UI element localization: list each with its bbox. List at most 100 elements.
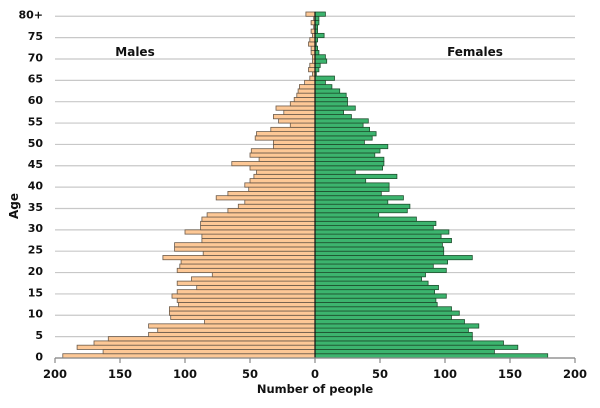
female-bar-age-38 [314, 191, 382, 197]
x-tick-label: 200 [563, 367, 587, 381]
male-bar-age-60 [293, 97, 316, 103]
female-bar-age-24 [314, 250, 445, 256]
male-bar-age-42 [253, 173, 316, 179]
female-bar-age-51 [314, 135, 373, 141]
male-bar-age-31 [200, 220, 316, 226]
female-bar-age-45 [314, 161, 385, 167]
x-tick-label: 0 [311, 367, 319, 381]
y-tick-label: 35 [28, 201, 43, 214]
female-bar-age-62 [314, 88, 341, 94]
female-bar-age-58 [314, 105, 356, 111]
female-bar-age-2 [314, 344, 519, 350]
male-bar-age-73 [308, 41, 316, 47]
male-bar-age-67 [308, 67, 316, 73]
female-bar-age-47 [314, 152, 376, 158]
female-bar-age-80 [314, 11, 326, 17]
female-bar-age-9 [314, 314, 452, 320]
female-bar-age-14 [314, 293, 447, 299]
female-bar-age-22 [314, 259, 449, 265]
male-bar-age-46 [258, 156, 316, 162]
female-bar-age-17 [314, 280, 429, 286]
female-bar-age-68 [314, 62, 321, 68]
female-bar-age-61 [314, 92, 347, 98]
female-bar-age-26 [314, 242, 443, 248]
male-bar-age-4 [107, 336, 316, 342]
series-label-females: Females [447, 45, 503, 59]
male-bar-age-49 [272, 144, 316, 150]
male-bar-age-0 [62, 353, 316, 359]
y-tick-label: 80+ [18, 9, 43, 22]
x-tick-label: 50 [242, 367, 258, 381]
male-bar-age-68 [309, 62, 316, 68]
male-bar-age-55 [278, 118, 316, 124]
male-bar-age-25 [174, 246, 316, 252]
female-bar-age-65 [314, 75, 335, 81]
x-tick-label: 50 [372, 367, 388, 381]
female-bar-age-44 [314, 165, 383, 171]
female-bar-age-52 [314, 131, 377, 137]
female-bar-age-50 [314, 139, 365, 145]
female-bar-age-7 [314, 323, 480, 329]
female-bar-age-27 [314, 237, 452, 244]
male-bar-age-3 [93, 340, 316, 346]
female-bar-age-34 [314, 208, 408, 214]
y-tick-label: 25 [28, 244, 43, 257]
female-bar-age-53 [314, 126, 370, 133]
y-axis-label: Age [7, 193, 21, 219]
male-bar-age-50 [272, 139, 316, 145]
female-bar-age-21 [314, 263, 434, 269]
male-bar-age-53 [270, 126, 316, 133]
male-bar-age-24 [202, 250, 316, 256]
male-bar-age-56 [272, 114, 316, 120]
female-bar-age-42 [314, 173, 398, 179]
male-bar-age-58 [275, 105, 316, 111]
male-bar-age-2 [76, 344, 316, 350]
female-bar-age-16 [314, 284, 439, 291]
female-bar-age-39 [314, 186, 390, 192]
female-bar-age-41 [314, 178, 367, 184]
female-bar-age-69 [314, 58, 328, 64]
axes: 0 5 10 15 20 25 30 35 40 45 50 55 60 65 70 75 80+ 200 150 1… [18, 9, 587, 381]
male-bar-age-52 [256, 131, 316, 137]
male-bar-age-8 [204, 319, 316, 325]
female-bar-age-43 [314, 169, 356, 175]
female-bar-age-0 [314, 353, 549, 359]
female-bar-age-63 [314, 84, 333, 90]
y-tick-label: 20 [28, 265, 44, 278]
bars [62, 11, 549, 359]
y-tick-label: 75 [28, 30, 43, 43]
male-bar-age-43 [256, 169, 316, 175]
female-bar-age-1 [314, 349, 495, 355]
x-tick-label: 200 [43, 367, 67, 381]
x-tick-label: 150 [108, 367, 132, 381]
female-bar-age-3 [314, 340, 504, 346]
male-bar-age-41 [249, 178, 316, 184]
female-bar-age-20 [314, 267, 447, 273]
male-bar-age-22 [180, 259, 316, 265]
female-bar-age-70 [314, 54, 326, 60]
male-bar-age-26 [174, 242, 316, 248]
male-bar-age-13 [176, 297, 316, 303]
female-bar-age-30 [314, 225, 434, 231]
female-bar-age-13 [314, 297, 437, 303]
male-bar-age-36 [244, 199, 316, 205]
male-bar-age-35 [237, 203, 316, 209]
male-bar-age-34 [227, 208, 316, 214]
male-bar-age-74 [309, 37, 316, 43]
female-bar-age-23 [314, 255, 473, 261]
male-bar-age-16 [196, 284, 316, 291]
male-bar-age-17 [176, 280, 316, 286]
male-bar-age-21 [179, 263, 316, 269]
y-tick-label: 40 [28, 180, 44, 193]
female-bar-age-48 [314, 148, 381, 154]
female-bar-age-36 [314, 199, 389, 205]
male-bar-age-54 [289, 122, 316, 128]
male-bar-age-27 [201, 237, 316, 244]
female-bar-age-8 [314, 319, 465, 325]
female-bar-age-54 [314, 122, 364, 128]
y-tick-label: 65 [28, 73, 43, 86]
female-bar-age-28 [314, 233, 442, 239]
male-bar-age-12 [178, 302, 316, 308]
male-bar-age-32 [201, 216, 316, 222]
female-bar-age-60 [314, 97, 348, 103]
